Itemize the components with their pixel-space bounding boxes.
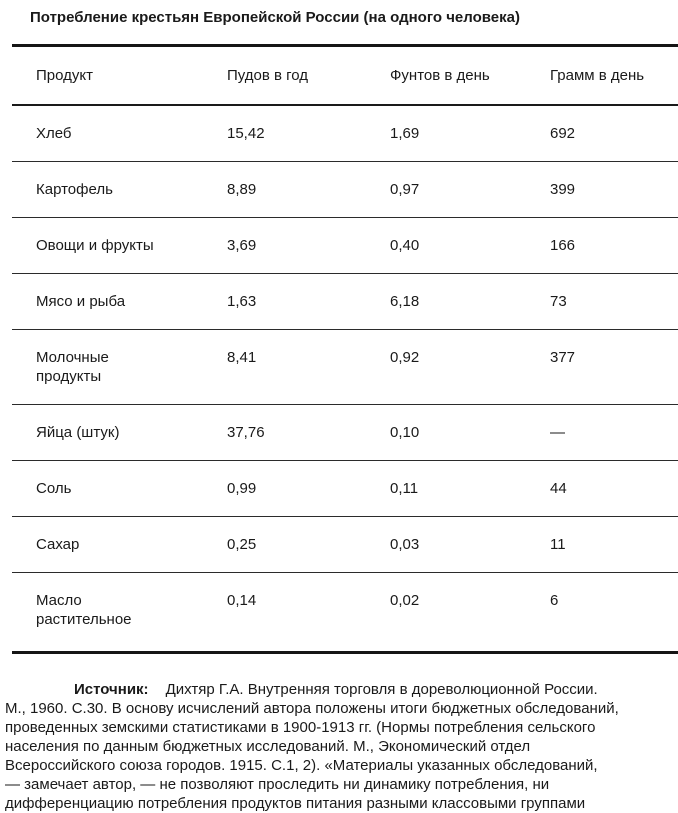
- product-cell: Масло растительное: [36, 592, 132, 628]
- product-cell: Сахар: [36, 536, 80, 553]
- value-cell: —: [550, 424, 565, 441]
- table-row: Молочные продукты 8,41 0,92 377: [12, 330, 678, 405]
- value-cell: 44: [550, 480, 567, 497]
- value-cell: 0,03: [390, 536, 420, 553]
- column-header: Грамм в день: [550, 67, 645, 84]
- value-cell: 0,97: [390, 181, 420, 198]
- value-cell: 6: [550, 592, 559, 609]
- value-cell: 166: [550, 237, 576, 254]
- source-line: населения по данным бюджетных исследован…: [5, 738, 531, 755]
- value-cell: 8,89: [227, 181, 257, 198]
- value-cell: 692: [550, 125, 576, 142]
- value-cell: 3,69: [227, 237, 257, 254]
- source-line: дифференциацию потребления продуктов пит…: [5, 795, 586, 812]
- value-cell: 0,92: [390, 349, 420, 366]
- value-cell: 0,40: [390, 237, 420, 254]
- value-cell: 15,42: [227, 125, 265, 142]
- product-cell: Соль: [36, 480, 72, 497]
- consumption-table: Продукт Пудов в год Фунтов в день Грамм в д…: [12, 44, 678, 654]
- column-header: Пудов в год: [227, 67, 309, 84]
- product-cell: Хлеб: [36, 125, 72, 142]
- product-cell: Молочные продукты: [36, 349, 109, 385]
- column-header: Продукт: [36, 67, 93, 84]
- product-cell: Яйца (штук): [36, 424, 120, 441]
- table-row: Хлеб 15,42 1,69 692: [12, 105, 678, 162]
- source-lines: М., 1960. С.30. В основу исчислений авто…: [5, 699, 678, 813]
- table-header-row: Продукт Пудов в год Фунтов в день Грамм в д…: [12, 46, 678, 105]
- value-cell: 399: [550, 181, 576, 198]
- product-cell: Овощи и фрукты: [36, 237, 154, 254]
- source-line: Всероссийского союза городов. 1915. С.1,…: [5, 757, 598, 774]
- column-header: Фунтов в день: [390, 67, 490, 84]
- table-header: Продукт Пудов в год Фунтов в день Грамм в д…: [12, 46, 678, 105]
- table-row: Масло растительное 0,14 0,02 6: [12, 573, 678, 653]
- table-row: Яйца (штук) 37,76 0,10 —: [12, 405, 678, 461]
- product-cell: Мясо и рыба: [36, 293, 126, 310]
- source-first-text: Дихтяр Г.А. Внутренняя торговля в дорево…: [165, 681, 598, 698]
- value-cell: 0,25: [227, 536, 257, 553]
- value-cell: 1,63: [227, 293, 257, 310]
- table-body: Хлеб 15,42 1,69 692 Картофель 8,89 0,97 399 Овощ…: [12, 105, 678, 653]
- table-row: Мясо и рыба 1,63 6,18 73: [12, 274, 678, 330]
- value-cell: 0,02: [390, 592, 420, 609]
- value-cell: 8,41: [227, 349, 257, 366]
- table-row: Сахар 0,25 0,03 11: [12, 517, 678, 573]
- source-line: М., 1960. С.30. В основу исчислений авто…: [5, 700, 619, 717]
- table-row: Овощи и фрукты 3,69 0,40 166: [12, 218, 678, 274]
- table-row: Соль 0,99 0,11 44: [12, 461, 678, 517]
- source-line: — замечает автор, — не позволяют прослед…: [5, 776, 550, 793]
- source-label: Источник:: [74, 681, 149, 698]
- value-cell: 0,14: [227, 592, 257, 609]
- value-cell: 11: [550, 536, 566, 553]
- value-cell: 1,69: [390, 125, 420, 142]
- value-cell: 37,76: [227, 424, 265, 441]
- document-page: Потребление крестьян Европейской России …: [0, 9, 678, 813]
- value-cell: 73: [550, 293, 567, 310]
- table-row: Картофель 8,89 0,97 399: [12, 162, 678, 218]
- product-cell: Картофель: [36, 181, 113, 198]
- value-cell: 6,18: [390, 293, 420, 310]
- source-line-first: Источник: Дихтяр Г.А. Внутренняя торговля…: [5, 680, 678, 699]
- value-cell: 377: [550, 349, 576, 366]
- page-title: Потребление крестьян Европейской России …: [30, 9, 520, 26]
- source-note: Источник: Дихтяр Г.А. Внутренняя торговля…: [5, 680, 678, 813]
- value-cell: 0,99: [227, 480, 257, 497]
- value-cell: 0,11: [390, 480, 419, 497]
- source-line: проведенных земскими статистиками в 1900…: [5, 719, 596, 736]
- value-cell: 0,10: [390, 424, 420, 441]
